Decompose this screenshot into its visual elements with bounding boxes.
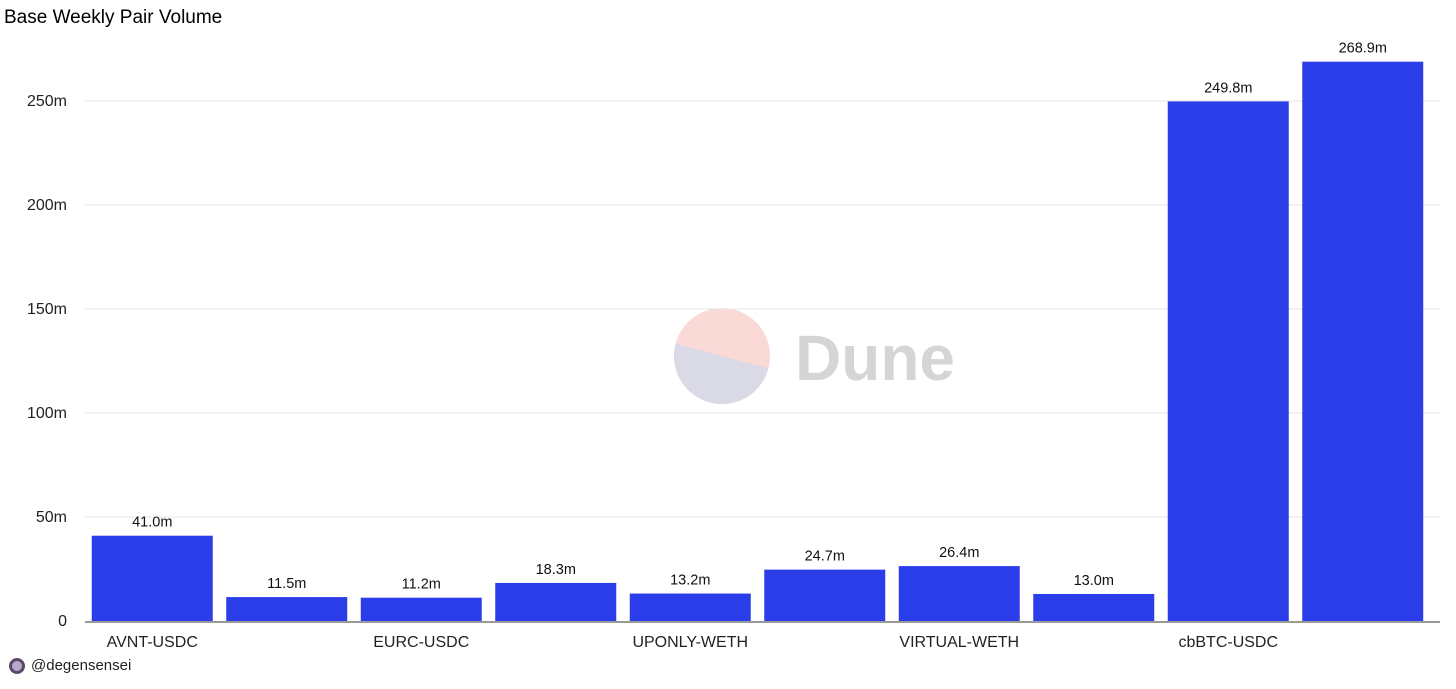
x-tick-label: EURC-USDC <box>373 634 469 651</box>
dune-watermark: Dune <box>674 308 955 405</box>
data-label: 11.5m <box>267 576 306 592</box>
data-label: 18.3m <box>536 562 576 578</box>
data-label: 41.0m <box>132 515 172 531</box>
x-axis: AVNT-USDC EURC-USDC UPONLY-WETH VIRTUAL-WET… <box>107 634 1278 651</box>
bar[interactable] <box>91 535 213 621</box>
bar[interactable] <box>898 566 1020 621</box>
bar[interactable] <box>495 582 617 621</box>
x-tick-label: VIRTUAL-WETH <box>899 634 1019 651</box>
y-tick-label: 100m <box>27 405 67 422</box>
data-label: 26.4m <box>939 545 979 561</box>
data-label: 11.2m <box>402 577 441 593</box>
bar[interactable] <box>1302 61 1424 622</box>
bar[interactable] <box>1033 593 1155 621</box>
x-tick-label: UPONLY-WETH <box>632 634 748 651</box>
footer: @degensensei <box>9 657 131 674</box>
y-tick-label: 150m <box>27 301 67 318</box>
bar[interactable] <box>226 597 348 621</box>
watermark-logo-bottom <box>674 343 769 405</box>
y-tick-label: 50m <box>36 509 67 526</box>
chart-title: Base Weekly Pair Volume <box>4 7 223 28</box>
avatar-icon <box>9 657 25 674</box>
y-tick-label: 200m <box>27 197 67 214</box>
y-axis: 0 50m 100m 150m 200m 250m <box>27 93 1440 630</box>
watermark-text: Dune <box>795 322 955 394</box>
bar[interactable] <box>629 593 751 621</box>
y-tick-label: 250m <box>27 93 67 110</box>
bar[interactable] <box>360 597 482 621</box>
y-tick-label: 0 <box>58 613 67 630</box>
x-tick-label: AVNT-USDC <box>107 634 198 651</box>
data-label: 268.9m <box>1339 41 1387 57</box>
bar[interactable] <box>764 569 886 621</box>
data-label: 249.8m <box>1204 80 1252 96</box>
data-label: 13.0m <box>1074 573 1114 589</box>
data-label: 24.7m <box>805 549 845 565</box>
bars <box>91 61 1424 622</box>
data-labels: 41.0m 11.5m 11.2m 18.3m 13.2m 24.7m 26.4m 13.0m… <box>132 41 1387 593</box>
author-handle[interactable]: @degensensei <box>31 657 132 674</box>
x-tick-label: cbBTC-USDC <box>1178 634 1278 651</box>
data-label: 13.2m <box>670 573 710 589</box>
bar[interactable] <box>1167 101 1289 621</box>
